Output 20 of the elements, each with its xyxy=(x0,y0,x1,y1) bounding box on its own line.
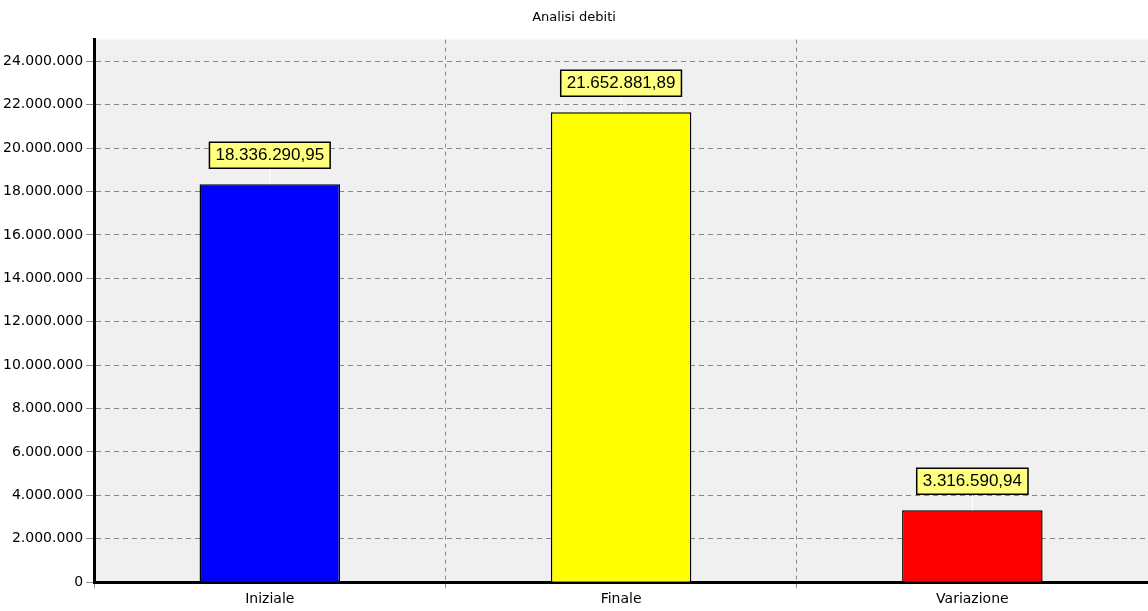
y-tick-label: 20.000.000 xyxy=(2,138,84,155)
y-tick-label: 22.000.000 xyxy=(2,95,84,112)
data-label: 3.316.590,94 xyxy=(922,470,1022,490)
y-tick-label: 2.000.000 xyxy=(11,529,84,546)
y-tick-label: 0 xyxy=(74,572,84,589)
y-tick-label: 18.000.000 xyxy=(2,182,84,199)
x-tick-label: Finale xyxy=(600,590,642,607)
data-label: 21.652.881,89 xyxy=(566,72,676,92)
y-tick-label: 16.000.000 xyxy=(2,225,84,242)
y-tick-label: 8.000.000 xyxy=(11,399,84,416)
y-tick-label: 10.000.000 xyxy=(2,355,84,372)
x-tick-label: Iniziale xyxy=(245,590,295,607)
y-tick-label: 24.000.000 xyxy=(2,51,84,68)
chart-title: Analisi debiti xyxy=(532,9,616,25)
y-tick-label: 14.000.000 xyxy=(2,268,84,285)
y-tick-label: 12.000.000 xyxy=(2,312,84,329)
y-tick-label: 6.000.000 xyxy=(11,442,84,459)
data-label: 18.336.290,95 xyxy=(215,144,325,164)
x-tick-label: Variazione xyxy=(936,590,1009,607)
y-tick-label: 4.000.000 xyxy=(11,486,84,503)
